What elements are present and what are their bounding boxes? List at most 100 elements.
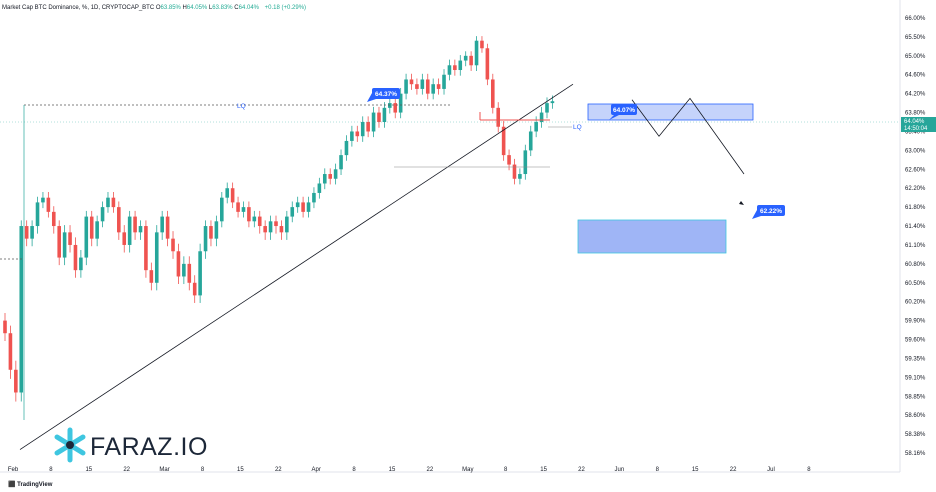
- candle-body: [57, 226, 61, 258]
- y-tick-label: 63.80%: [905, 111, 926, 117]
- candle-body: [24, 226, 29, 239]
- candle-body: [106, 197, 110, 208]
- candle-body: [290, 207, 295, 217]
- candle-body: [496, 107, 501, 127]
- candle-body: [377, 112, 381, 123]
- candle-body: [176, 251, 181, 277]
- candle-body: [192, 282, 197, 296]
- ohlc-open: O63.85%: [155, 5, 181, 11]
- y-tick-label: 59.35%: [905, 356, 926, 362]
- lq-label-mid: LQ: [573, 124, 582, 131]
- candle-body: [8, 333, 13, 370]
- x-tick-label: 22: [123, 467, 130, 473]
- candle-body: [149, 270, 154, 283]
- y-tick-label: 59.90%: [905, 319, 926, 325]
- candle-body: [138, 226, 143, 233]
- candle-body: [35, 202, 40, 227]
- candle-body: [144, 226, 148, 271]
- candle-body: [160, 216, 164, 233]
- y-tick-label: 64.60%: [905, 73, 926, 79]
- candle-body: [236, 202, 240, 212]
- candle-body: [182, 263, 186, 277]
- x-tick-label: 8: [504, 467, 508, 473]
- candle-body: [469, 55, 473, 66]
- logo-text: FARAZ.IO: [90, 433, 208, 461]
- candle-body: [100, 207, 105, 222]
- high-label-pointer: [367, 93, 376, 102]
- y-tick-label: 65.00%: [905, 54, 926, 60]
- y-tick-label: 63.00%: [905, 148, 926, 154]
- candle-body: [491, 79, 495, 108]
- y-tick-label: 65.50%: [905, 35, 926, 41]
- candle-body: [447, 65, 452, 75]
- candle-body: [95, 221, 99, 239]
- y-tick-label: 59.10%: [905, 375, 926, 381]
- candle-body: [317, 183, 322, 193]
- x-tick-label: 8: [352, 467, 356, 473]
- candle-body: [257, 216, 262, 227]
- y-tick-label: 58.38%: [905, 432, 926, 438]
- candle-body: [187, 263, 192, 283]
- candle-body: [322, 174, 327, 184]
- y-tick-label: 66.00%: [905, 16, 926, 22]
- y-tick-label: 63.40%: [905, 129, 926, 135]
- candle-body: [84, 216, 89, 258]
- candle-body: [360, 122, 365, 137]
- x-tick-label: Apr: [312, 467, 321, 473]
- candle-body: [312, 192, 316, 203]
- candle-body: [252, 216, 257, 222]
- candle-body: [485, 48, 490, 80]
- tradingview-watermark: ⬛ TradingView: [8, 482, 53, 488]
- x-tick-label: Mar: [159, 467, 169, 473]
- candle-body: [30, 226, 34, 239]
- zone-label-pointer: [609, 115, 619, 120]
- candle-body: [89, 216, 94, 239]
- x-tick-label: 15: [85, 467, 92, 473]
- candle-body: [420, 79, 425, 89]
- candle-body: [523, 150, 528, 175]
- candle-body: [263, 226, 267, 233]
- projected-arrow-icon: [739, 201, 744, 205]
- candle-body: [409, 79, 414, 85]
- x-tick-label: Jun: [615, 467, 625, 473]
- candle-body: [274, 221, 278, 227]
- candle-body: [436, 84, 441, 89]
- candle-body: [198, 251, 202, 296]
- trendline: [19, 83, 574, 450]
- candle-body: [333, 169, 338, 179]
- candle-body: [339, 155, 343, 170]
- candle-body: [51, 211, 56, 227]
- candle-body: [230, 188, 235, 203]
- candle-body: [3, 320, 7, 334]
- y-tick-label: 61.10%: [905, 243, 926, 249]
- candle-body: [453, 65, 457, 71]
- candle-body: [122, 232, 127, 245]
- candle-body: [46, 197, 51, 212]
- high-label-box: [372, 88, 400, 99]
- y-tick-label: 61.80%: [905, 205, 926, 211]
- candle-body: [62, 232, 67, 258]
- zone-label-box: [611, 104, 637, 115]
- target-label-box: [757, 205, 785, 216]
- candle-body: [474, 40, 479, 66]
- demand-zone: [577, 219, 727, 254]
- countdown-text: 14:50:04: [904, 126, 928, 132]
- candle-body: [41, 197, 45, 203]
- candle-body: [458, 60, 463, 71]
- candle-body: [480, 40, 484, 49]
- x-tick-label: 22: [427, 467, 434, 473]
- candle-body: [388, 103, 392, 108]
- candle-body: [111, 197, 116, 208]
- y-tick-label: 58.85%: [905, 394, 926, 400]
- candle-body: [393, 103, 398, 113]
- candle-body: [285, 216, 289, 233]
- x-tick-label: Feb: [8, 467, 19, 473]
- current-price-badge: [901, 117, 936, 132]
- candle-body: [268, 221, 273, 233]
- candle-body: [507, 155, 511, 165]
- candle-body: [355, 131, 360, 137]
- candle-body: [306, 202, 311, 212]
- candle-body: [398, 93, 403, 113]
- candle-body: [463, 55, 468, 61]
